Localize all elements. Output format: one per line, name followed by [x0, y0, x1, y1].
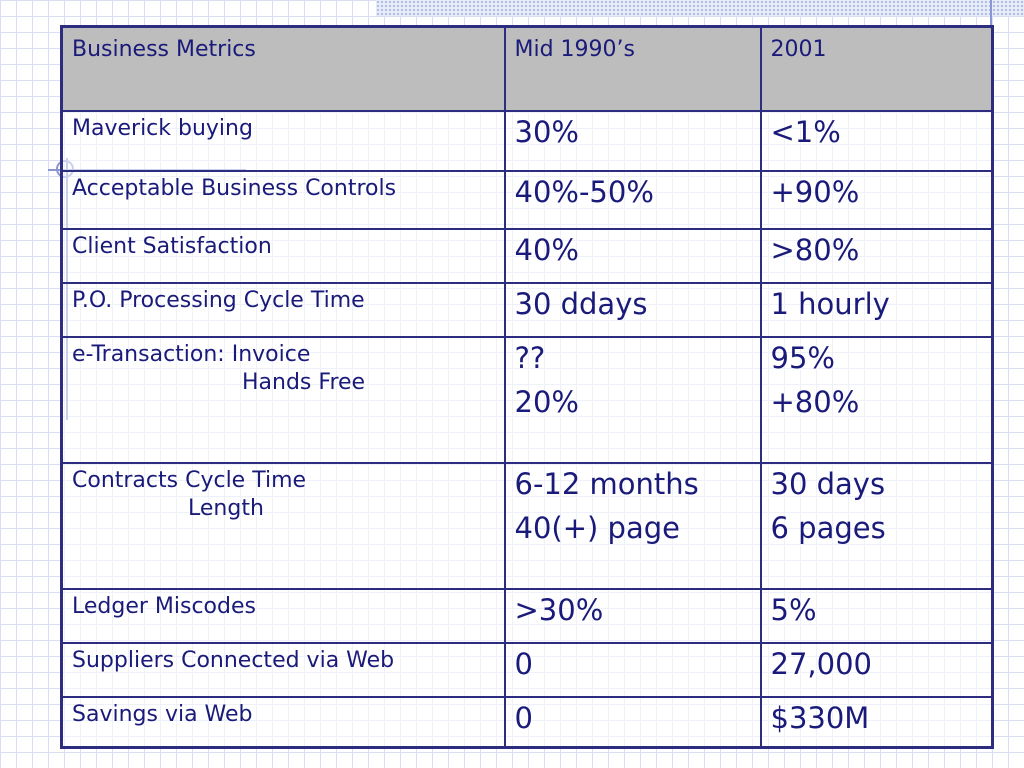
y2001-cell: $330M [759, 695, 994, 749]
value-text: 1 hourly [770, 286, 890, 321]
y2001-cell: >80% [759, 227, 994, 284]
y2001-cell: <1% [759, 109, 994, 172]
value-text: 95% [770, 340, 835, 375]
table-row: Maverick buying 30% <1% [60, 109, 994, 172]
value-text: +90% [770, 174, 860, 209]
value-text: >80% [770, 232, 860, 267]
mid1990s-cell: 30% [503, 109, 762, 172]
right-decor-line [990, 0, 992, 26]
value-text: 30% [514, 114, 579, 149]
mid1990s-cell: 40%-50% [503, 169, 762, 230]
mid1990s-cell: 0 [503, 641, 762, 698]
table-row: e-Transaction: Invoice Hands Free ?? 20%… [60, 335, 994, 464]
table-row: Ledger Miscodes >30% 5% [60, 587, 994, 644]
table-row: Savings via Web 0 $330M [60, 695, 994, 749]
metric-cell: P.O. Processing Cycle Time [60, 281, 506, 338]
metric-subtext: Length [188, 495, 264, 521]
metric-cell: Maverick buying [60, 109, 506, 172]
metric-text: Maverick buying [72, 115, 253, 141]
y2001-cell: 27,000 [759, 641, 994, 698]
value-text: 30 days [770, 466, 886, 501]
y2001-cell: 5% [759, 587, 994, 644]
mid1990s-cell: >30% [503, 587, 762, 644]
value-text: 5% [770, 592, 817, 627]
table-row: Client Satisfaction 40% >80% [60, 227, 994, 284]
metric-cell: Suppliers Connected via Web [60, 641, 506, 698]
header-mid-1990s: Mid 1990’s [503, 25, 762, 112]
y2001-cell: 30 days 6 pages [759, 461, 994, 590]
metric-cell: Ledger Miscodes [60, 587, 506, 644]
mid1990s-cell: 40% [503, 227, 762, 284]
value-subtext: 40(+) page [514, 510, 680, 545]
metric-cell: e-Transaction: Invoice Hands Free [60, 335, 506, 464]
mid1990s-cell: 30 ddays [503, 281, 762, 338]
metric-cell: Client Satisfaction [60, 227, 506, 284]
metric-cell: Contracts Cycle Time Length [60, 461, 506, 590]
y2001-cell: 95% +80% [759, 335, 994, 464]
value-text: 27,000 [770, 646, 872, 681]
y2001-cell: +90% [759, 169, 994, 230]
value-subtext: 6 pages [770, 510, 886, 545]
value-subtext: +80% [770, 384, 860, 419]
table-row: Acceptable Business Controls 40%-50% +90… [60, 169, 994, 230]
header-business-metrics: Business Metrics [60, 25, 506, 112]
value-text: $330M [770, 700, 870, 735]
metric-text: Ledger Miscodes [72, 593, 256, 619]
metric-text: P.O. Processing Cycle Time [72, 287, 365, 313]
value-text: >30% [514, 592, 604, 627]
metric-text: Contracts Cycle Time [72, 467, 307, 493]
value-text: ?? [514, 340, 546, 375]
value-text: 0 [514, 646, 533, 681]
value-text: 40%-50% [514, 174, 654, 209]
y2001-cell: 1 hourly [759, 281, 994, 338]
value-text: 30 ddays [514, 286, 648, 321]
table-header-row: Business Metrics Mid 1990’s 2001 [60, 25, 994, 112]
value-subtext: 20% [514, 384, 579, 419]
metric-text: Acceptable Business Controls [72, 175, 397, 201]
header-2001: 2001 [759, 25, 994, 112]
metric-text: e-Transaction: Invoice [72, 341, 311, 367]
table-row: P.O. Processing Cycle Time 30 ddays 1 ho… [60, 281, 994, 338]
top-decor-band [376, 0, 1024, 16]
metric-subtext: Hands Free [242, 369, 366, 395]
mid1990s-cell: ?? 20% [503, 335, 762, 464]
value-text: 6-12 months [514, 466, 699, 501]
table-row: Contracts Cycle Time Length 6-12 months … [60, 461, 994, 590]
metric-text: Savings via Web [72, 701, 253, 727]
metric-text: Client Satisfaction [72, 233, 272, 259]
value-text: 40% [514, 232, 579, 267]
metric-cell: Acceptable Business Controls [60, 169, 506, 230]
business-metrics-table: Business Metrics Mid 1990’s 2001 Maveric… [60, 25, 994, 749]
table-row: Suppliers Connected via Web 0 27,000 [60, 641, 994, 698]
metric-cell: Savings via Web [60, 695, 506, 749]
metric-text: Suppliers Connected via Web [72, 647, 395, 673]
value-text: 0 [514, 700, 533, 735]
mid1990s-cell: 6-12 months 40(+) page [503, 461, 762, 590]
mid1990s-cell: 0 [503, 695, 762, 749]
value-text: <1% [770, 114, 841, 149]
